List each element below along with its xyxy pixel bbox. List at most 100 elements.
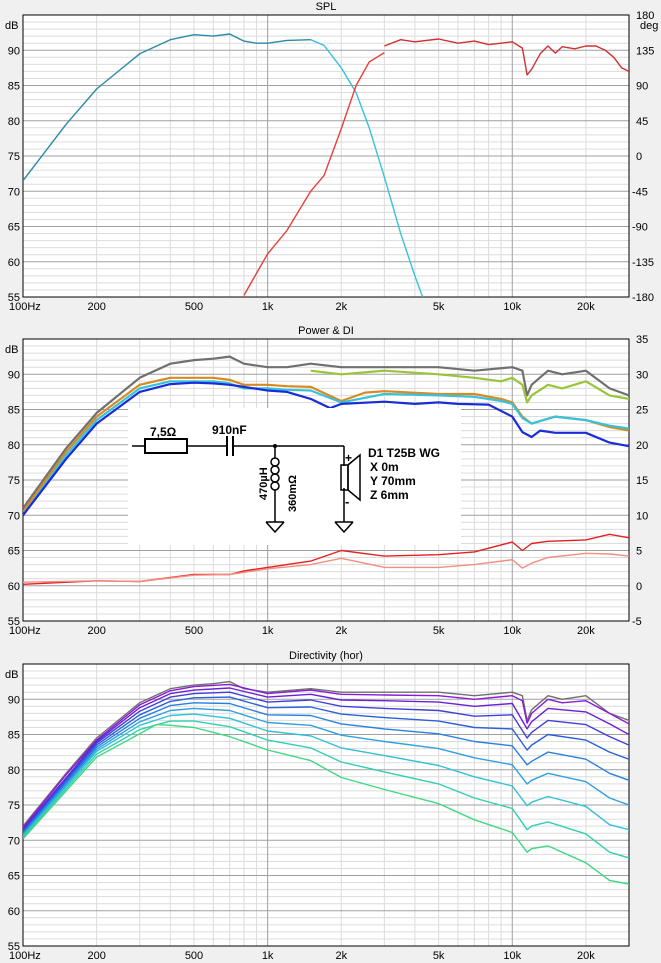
- directivity-title: Directivity (hor): [289, 650, 363, 662]
- y2-tick-label: 0: [636, 151, 642, 163]
- y-tick-label: 70: [8, 510, 20, 522]
- plot-border: [22, 14, 630, 298]
- x-tick-label: 2k: [335, 301, 347, 313]
- x-tick-label: 20k: [577, 950, 595, 962]
- series-line: [23, 355, 629, 509]
- y2-tick-label: 0: [636, 581, 642, 593]
- y2-tick-label: 90: [636, 81, 648, 93]
- y-tick-label: 55: [8, 941, 20, 953]
- series-line: [23, 683, 629, 829]
- y2-tick-label: -180: [632, 292, 654, 304]
- x-tick-label: 2k: [335, 950, 347, 962]
- series-line: [310, 369, 629, 404]
- series-line: [23, 33, 311, 182]
- y2-tick-label: -90: [632, 222, 648, 234]
- inductor-symbol: [270, 457, 280, 491]
- driver-label-line-3: Y 70mm: [370, 474, 416, 488]
- y2-tick-label: -5: [632, 616, 642, 628]
- y-tick-label: 90: [8, 45, 20, 57]
- x-tick-label: 10k: [503, 625, 521, 637]
- series-line: [23, 713, 629, 837]
- x-tick-label: 100Hz: [9, 625, 41, 637]
- series-line: [23, 680, 629, 827]
- plot-border: [22, 338, 630, 622]
- x-tick-label: 10k: [503, 301, 521, 313]
- y-tick-label: 85: [8, 81, 20, 93]
- y-tick-label: 65: [8, 871, 20, 883]
- y-tick-label: 55: [8, 292, 20, 304]
- x-tick-label: 5k: [433, 625, 445, 637]
- y-tick-label: 55: [8, 616, 20, 628]
- x-tick-label: 20k: [577, 625, 595, 637]
- y-tick-label: 80: [8, 765, 20, 777]
- driver-label: D1 T25B WG X 0m Y 70mm Z 6mm: [368, 446, 440, 502]
- y2-tick-label: 10: [636, 510, 648, 522]
- y-tick-label: 60: [8, 257, 20, 269]
- series-line: [23, 707, 629, 836]
- resistor-label: 7,5Ω: [150, 425, 177, 439]
- series-line: [384, 38, 629, 76]
- y-tick-label: 70: [8, 186, 20, 198]
- ground-symbol: [265, 521, 285, 534]
- power-di-ylabel: dB: [5, 344, 18, 356]
- ground-symbol-driver: [334, 521, 354, 534]
- spl-panel: SPL dB deg 55 60 65 70 75 80 85 90 100Hz 200 500 1k…: [5, 1, 658, 313]
- series-line: [23, 723, 629, 885]
- y-tick-label: 90: [8, 694, 20, 706]
- series-line: [23, 380, 629, 516]
- x-tick-label: 1k: [262, 950, 274, 962]
- y-tick-label: 60: [8, 906, 20, 918]
- y2-tick-label: 25: [636, 405, 648, 417]
- driver-label-line-2: X 0m: [370, 460, 399, 474]
- spl-y2label: deg: [640, 20, 658, 32]
- x-tick-label: 200: [87, 625, 105, 637]
- y-tick-label: 70: [8, 835, 20, 847]
- y2-tick-label: 20: [636, 440, 648, 452]
- series-line: [23, 720, 629, 859]
- series-line: [243, 52, 385, 296]
- svg-text:+: +: [345, 451, 352, 465]
- y2-tick-label: -135: [632, 257, 654, 269]
- power-di-title: Power & DI: [298, 325, 354, 337]
- x-tick-label: 5k: [433, 301, 445, 313]
- y-tick-label: 65: [8, 546, 20, 558]
- y2-tick-label: 35: [636, 334, 648, 346]
- y2-tick-label: 45: [636, 116, 648, 128]
- schematic-box: [128, 408, 461, 545]
- crossover-schematic: 7,5Ω 910nF 470µH 360mΩ: [128, 408, 461, 545]
- series-line: [310, 39, 424, 297]
- y-tick-label: 75: [8, 475, 20, 487]
- y2-tick-label: 180: [636, 10, 654, 22]
- y2-tick-label: 30: [636, 369, 648, 381]
- capacitor-label: 910nF: [212, 423, 247, 437]
- x-tick-label: 500: [185, 625, 203, 637]
- svg-text:-: -: [345, 494, 349, 509]
- x-tick-label: 1k: [262, 301, 274, 313]
- speaker-icon: + -: [340, 451, 361, 509]
- directivity-ylabel: dB: [5, 669, 18, 681]
- y-tick-label: 60: [8, 581, 20, 593]
- y-tick-label: 75: [8, 800, 20, 812]
- y-tick-label: 80: [8, 440, 20, 452]
- x-tick-label: 20k: [577, 301, 595, 313]
- series-line: [23, 552, 629, 583]
- series-line: [23, 687, 629, 830]
- y2-tick-label: 5: [636, 546, 642, 558]
- y-tick-label: 65: [8, 222, 20, 234]
- x-tick-label: 1k: [262, 625, 274, 637]
- series-line: [23, 691, 629, 831]
- x-tick-label: 5k: [433, 950, 445, 962]
- x-tick-label: 2k: [335, 625, 347, 637]
- x-tick-label: 100Hz: [9, 301, 41, 313]
- y-tick-label: 75: [8, 151, 20, 163]
- x-tick-label: 10k: [503, 950, 521, 962]
- x-tick-label: 500: [185, 301, 203, 313]
- series-line: [23, 696, 629, 833]
- y-tick-label: 80: [8, 116, 20, 128]
- x-tick-label: 200: [87, 301, 105, 313]
- y2-tick-label: 135: [636, 45, 654, 57]
- directivity-panel: Directivity (hor) dB 55 60 65 70 75 80 85 90 100…: [5, 650, 630, 962]
- series-line: [23, 702, 629, 834]
- inductor-resistance-label: 360mΩ: [287, 475, 299, 512]
